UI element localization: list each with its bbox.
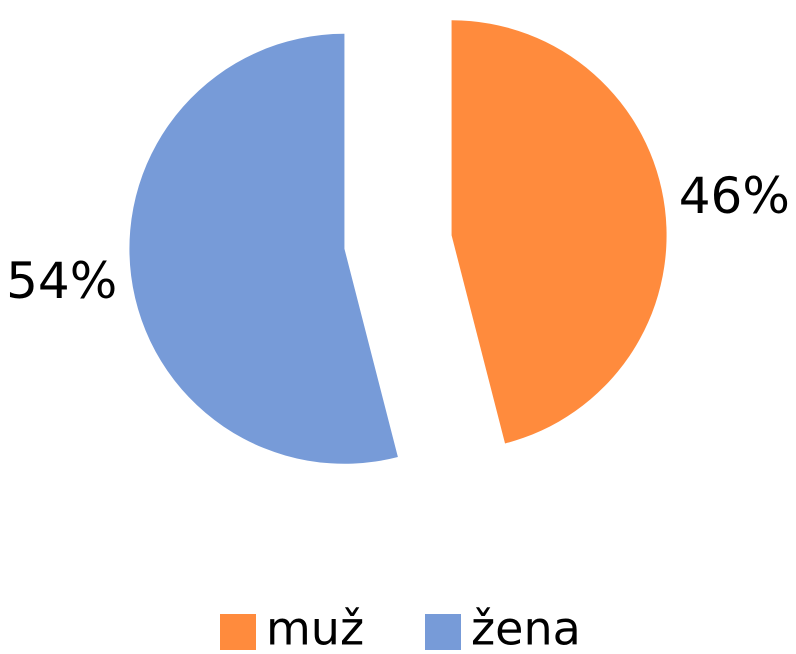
legend-swatch [425, 614, 461, 650]
legend-label: muž [266, 602, 364, 654]
value-label: 54% [6, 252, 117, 310]
pie-slice [129, 33, 398, 464]
legend-label: žena [471, 602, 581, 654]
legend-swatch [220, 614, 256, 650]
value-label: 46% [679, 167, 790, 225]
pie-slice [451, 20, 667, 444]
